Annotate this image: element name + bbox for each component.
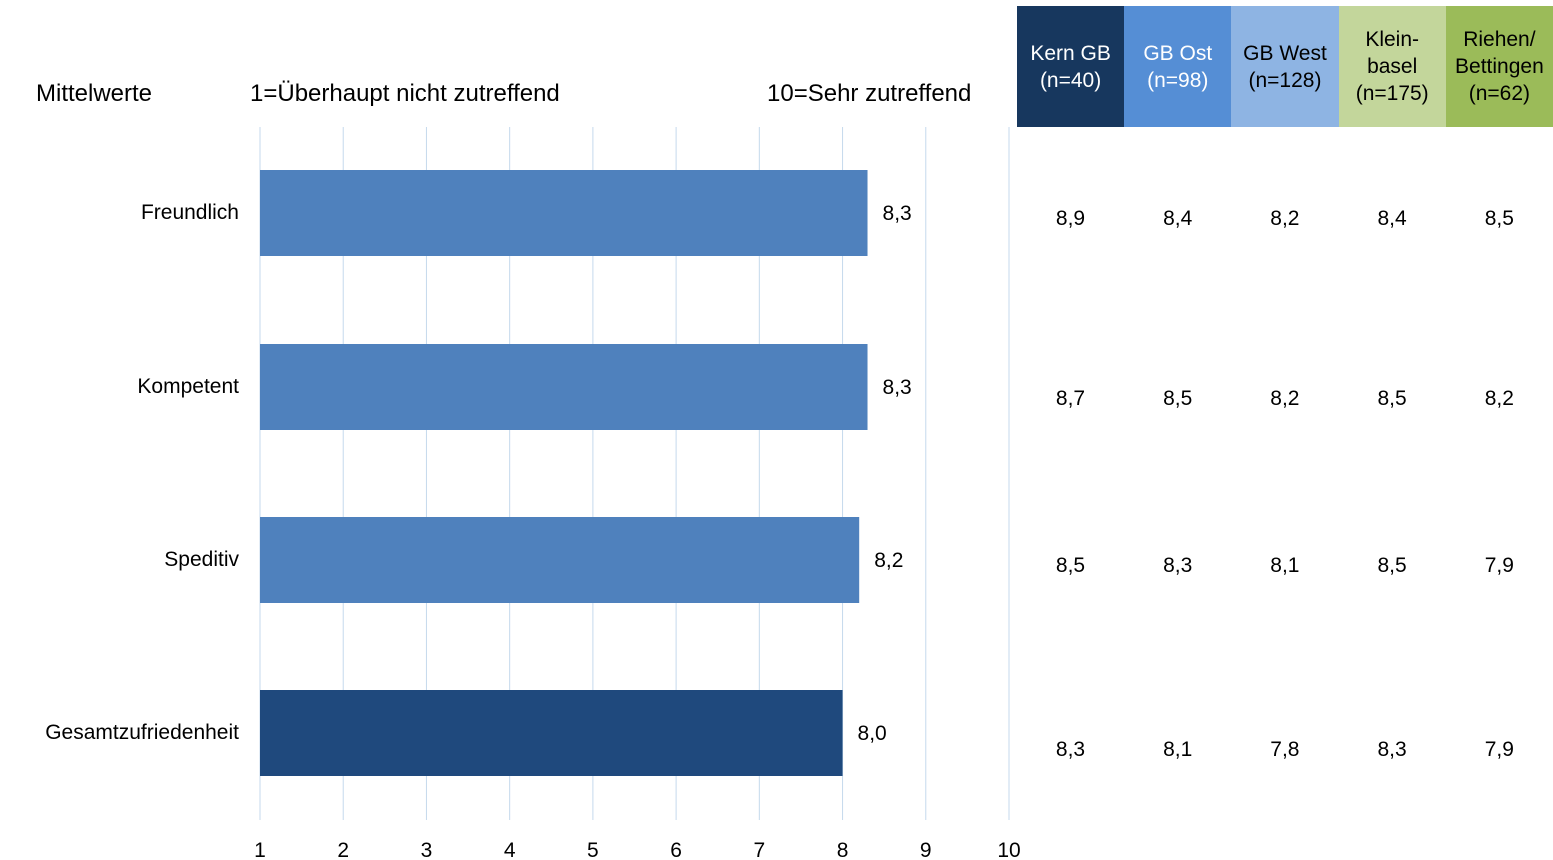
category-label: Speditiv <box>164 548 239 572</box>
table-cell: 8,3 <box>1339 738 1446 762</box>
column-header: Riehen/Bettingen (n=62) <box>1446 6 1553 127</box>
category-label: Gesamtzufriedenheit <box>45 721 239 745</box>
table-cell: 8,7 <box>1017 387 1124 411</box>
bar-kompetent <box>260 344 868 430</box>
table-cell: 7,8 <box>1231 738 1338 762</box>
table-cell: 8,2 <box>1446 387 1553 411</box>
table-cell: 8,2 <box>1231 207 1338 231</box>
bar-gesamtzufriedenheit <box>260 690 843 776</box>
table-cell: 8,4 <box>1124 207 1231 231</box>
x-tick-label-5: 5 <box>587 839 599 860</box>
column-header: Kern GB (n=40) <box>1017 6 1124 127</box>
column-header: GB West (n=128) <box>1231 6 1338 127</box>
table-cell: 7,9 <box>1446 738 1553 762</box>
x-tick-label-1: 1 <box>254 839 266 860</box>
x-tick-label-10: 10 <box>997 839 1020 860</box>
category-label: Freundlich <box>141 201 239 225</box>
table-cell: 8,1 <box>1124 738 1231 762</box>
bar-freundlich <box>260 170 868 256</box>
table-cell: 8,3 <box>1017 738 1124 762</box>
table-cell: 7,9 <box>1446 554 1553 578</box>
table-cell: 8,1 <box>1231 554 1338 578</box>
bar-value-label: 8,2 <box>874 549 903 572</box>
x-tick-label-8: 8 <box>837 839 849 860</box>
bar-value-label: 8,0 <box>858 722 887 745</box>
x-tick-label-9: 9 <box>920 839 932 860</box>
table-cell: 8,2 <box>1231 387 1338 411</box>
table-cell: 8,9 <box>1017 207 1124 231</box>
x-tick-label-6: 6 <box>670 839 682 860</box>
x-tick-label-2: 2 <box>337 839 349 860</box>
column-header: GB Ost (n=98) <box>1124 6 1231 127</box>
table-cell: 8,5 <box>1446 207 1553 231</box>
table-cell: 8,5 <box>1017 554 1124 578</box>
category-label: Kompetent <box>137 375 239 399</box>
table-cell: 8,5 <box>1124 387 1231 411</box>
column-header: Klein-basel (n=175) <box>1339 6 1446 127</box>
x-tick-label-4: 4 <box>504 839 516 860</box>
bar-value-label: 8,3 <box>883 202 912 225</box>
table-cell: 8,4 <box>1339 207 1446 231</box>
x-tick-label-7: 7 <box>753 839 765 860</box>
bar-speditiv <box>260 517 859 603</box>
x-tick-label-3: 3 <box>421 839 433 860</box>
table-cell: 8,5 <box>1339 387 1446 411</box>
bar-value-label: 8,3 <box>883 376 912 399</box>
table-cell: 8,3 <box>1124 554 1231 578</box>
table-cell: 8,5 <box>1339 554 1446 578</box>
